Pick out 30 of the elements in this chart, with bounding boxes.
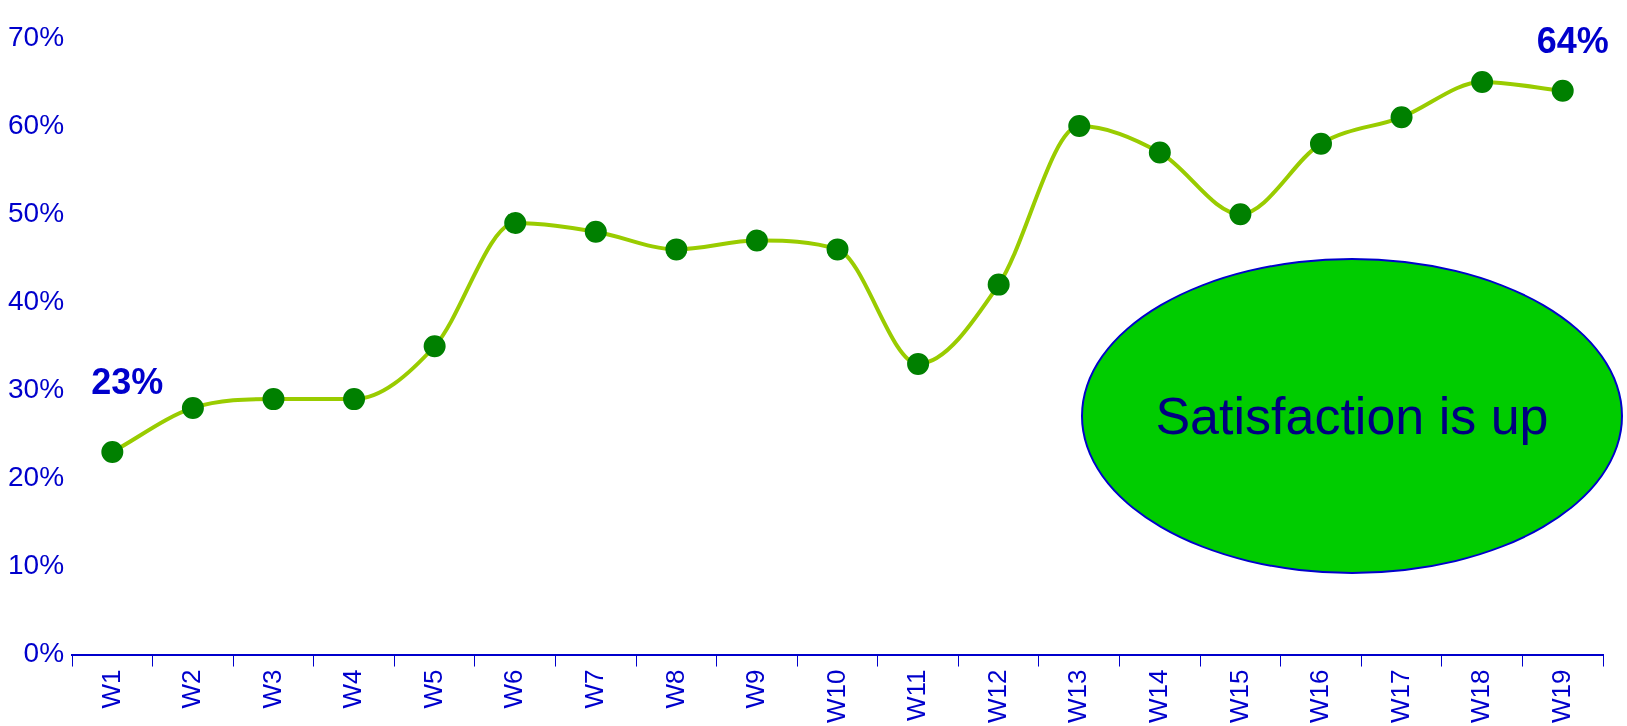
x-tick-label: W19 <box>1545 669 1576 724</box>
x-tick-label: W10 <box>820 669 851 724</box>
x-tick-label: W2 <box>176 669 207 709</box>
y-tick-label: 70% <box>7 20 65 52</box>
x-tick-label: W5 <box>417 669 448 709</box>
x-tick-label: W13 <box>1062 669 1093 724</box>
x-tick-label: W11 <box>901 669 932 722</box>
x-tick-label: W3 <box>256 669 287 709</box>
annotation: 64% <box>1536 19 1609 61</box>
x-tick-label: W7 <box>578 669 609 709</box>
annotation: 23% <box>91 360 164 402</box>
ellipse-callout: Satisfaction is up <box>1081 258 1623 574</box>
x-tick-label: W15 <box>1223 669 1254 724</box>
y-tick-label: 30% <box>7 373 65 405</box>
x-tick-label: W18 <box>1465 669 1496 724</box>
x-tick-label: W4 <box>337 669 368 709</box>
x-tick-label: W6 <box>498 669 529 709</box>
x-tick-label: W14 <box>1143 669 1173 724</box>
x-tick-label: W16 <box>1304 669 1335 724</box>
x-tick-label: W9 <box>740 669 771 709</box>
y-tick-label: 0% <box>23 637 65 669</box>
y-tick-label: 10% <box>7 549 65 581</box>
y-tick-label: 50% <box>7 196 65 228</box>
x-tick-label: W12 <box>981 669 1012 724</box>
y-tick-label: 20% <box>7 461 65 493</box>
x-tick-label: W17 <box>1384 669 1415 724</box>
x-tick-label: W1 <box>95 669 126 709</box>
y-tick-label: 60% <box>7 108 65 140</box>
x-tick-label: W8 <box>659 669 690 709</box>
y-tick-label: 40% <box>7 284 65 316</box>
